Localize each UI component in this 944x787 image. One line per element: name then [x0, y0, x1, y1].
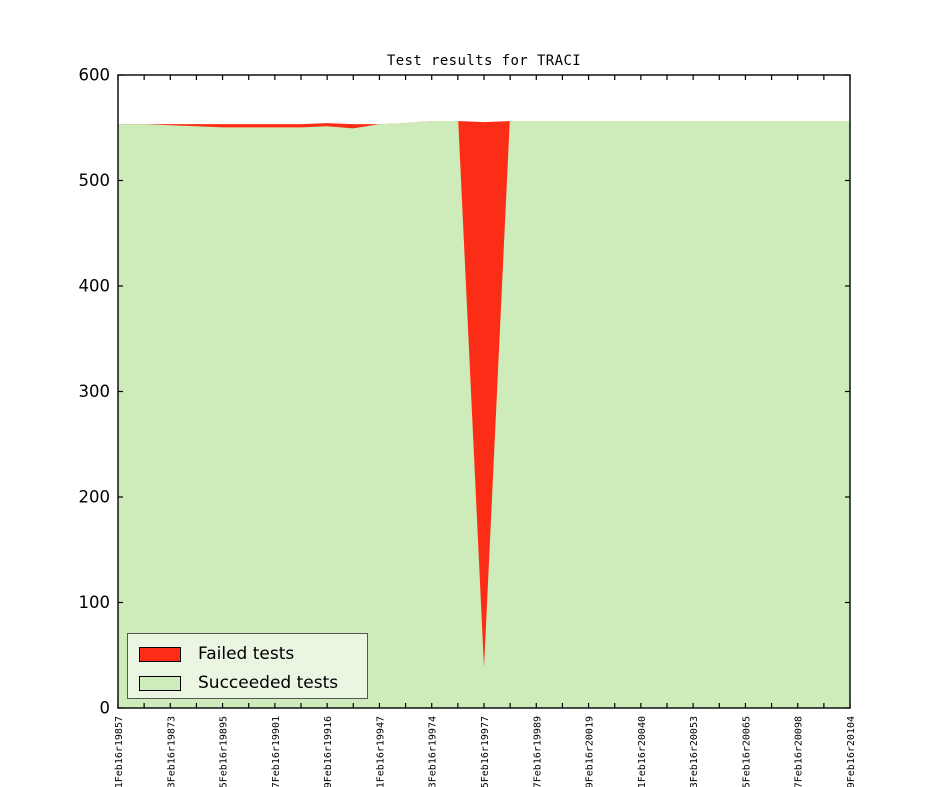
- y-tick-label: 300: [79, 382, 111, 401]
- x-tick-label: 5Feb16r20065: [741, 716, 752, 787]
- x-tick-label: 7Feb16r19901: [271, 716, 282, 787]
- succeeded-area: [117, 121, 851, 709]
- x-tick-label: 1Feb16r19857: [114, 716, 125, 787]
- y-tick-label: 500: [79, 171, 111, 190]
- legend-item-failed: Failed tests: [139, 643, 367, 665]
- legend-label-failed: Failed tests: [198, 643, 295, 664]
- y-tick-label: 0: [100, 699, 111, 718]
- x-tick-label: 7Feb16r19989: [532, 716, 543, 787]
- x-tick-label: 5Feb16r19977: [480, 716, 491, 787]
- y-tick-label: 100: [79, 593, 111, 612]
- x-tick-label: 3Feb16r19974: [428, 716, 439, 787]
- succeeded-tests-swatch: [139, 675, 181, 691]
- x-tick-label: 9Feb16r20019: [585, 716, 596, 787]
- legend-label-succeeded: Succeeded tests: [198, 672, 339, 693]
- legend-item-succeeded: Succeeded tests: [139, 672, 367, 694]
- x-tick-label: 1Feb16r19947: [375, 716, 386, 787]
- y-tick-label: 200: [79, 488, 111, 507]
- y-tick-label: 600: [79, 66, 111, 85]
- x-tick-label: 3Feb16r19873: [166, 716, 177, 787]
- legend: Failed tests Succeeded tests: [127, 633, 368, 699]
- x-tick-label: 3Feb16r20053: [689, 716, 700, 787]
- chart-title: Test results for TRACI: [386, 53, 582, 69]
- y-tick-label: 400: [79, 277, 111, 296]
- x-tick-label: 9Feb16r19916: [323, 716, 334, 787]
- x-tick-label: 1Feb16r20040: [637, 716, 648, 787]
- failed-tests-swatch: [139, 646, 181, 662]
- x-tick-label: 5Feb16r19895: [219, 716, 230, 787]
- x-tick-label: 7Feb16r20098: [794, 716, 805, 787]
- x-tick-label: 9Feb16r20104: [846, 716, 857, 787]
